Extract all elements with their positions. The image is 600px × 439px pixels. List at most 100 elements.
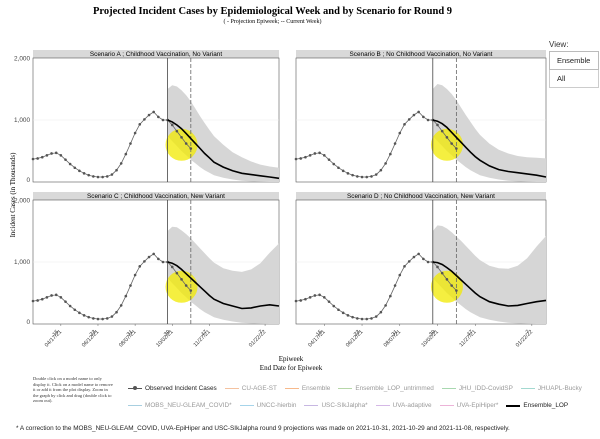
legend-item-r2-1[interactable]: UNCC-hierbin [239,402,297,409]
panel-header [33,50,279,58]
view-option-all[interactable]: All [549,70,599,88]
observed-point [110,315,114,318]
legend-item-r1-1[interactable]: CU-AGE-ST [224,385,277,392]
legend-item-r1-5[interactable]: JHUAPL-Bucky [520,385,582,392]
legend-item-r2-3[interactable]: UVA-adaptive [375,402,432,409]
observed-point [96,175,100,179]
observed-point [417,252,420,256]
legend-item-r2-0[interactable]: MOBS_NEU-GLEAM_COVID* [128,402,232,409]
observed-point [82,172,86,175]
observed-point [318,151,321,155]
highlight-marker [165,128,198,161]
observed-point [152,252,155,256]
observed-point [351,173,354,177]
observed-point [59,154,63,157]
observed-point [417,110,420,114]
panels-group: Scenario A ; Childhood Vaccination, No V… [14,50,547,349]
observed-point [73,166,77,170]
y-tick-label: 2,000 [14,56,30,63]
legend-label: MOBS_NEU-GLEAM_COVID* [145,402,232,409]
observed-point [327,158,331,161]
legend-item-r1-3[interactable]: Ensemble_LOP_untrimmed [338,385,434,392]
footnote: * A correction to the MOBS_NEU-GLEAM_COV… [16,425,510,432]
legend-label: USC-SIkJalpha* [321,402,368,409]
observed-recent-point [455,147,458,150]
y-tick-label: 2,000 [14,198,30,205]
legend-swatch [224,388,239,389]
observed-point [332,162,336,166]
uncertainty-band [432,84,546,182]
ensemble-lop-line [167,119,280,180]
uncertainty-band [432,225,546,324]
y-tick-label: 0 [26,319,30,326]
uncertainty-band [167,226,279,324]
observed-point [299,299,303,302]
x-tick-week: 47 [200,329,209,338]
observed-point [161,260,165,264]
observed-point [374,173,378,176]
observed-point [92,317,95,320]
observed-point [138,123,142,126]
chart-title: Projected Incident Cases by Epidemiologi… [92,6,453,17]
observed-point [356,317,359,320]
observed-point [294,157,298,161]
observed-point [398,131,402,135]
observed-recent-point [180,136,183,139]
observed-point [101,175,104,179]
highlight-marker [430,128,463,161]
chart-subtitle: ( - Projection Epiweek; -- Current Week) [223,19,322,25]
observed-recent-point [440,129,444,133]
x-tick-week: 23 [89,329,98,338]
legend-item-r1-2[interactable]: Ensemble [284,385,331,392]
panel-header [296,192,546,200]
observed-point [332,304,336,308]
observed-point [152,110,155,114]
observed-point [389,152,392,156]
observed-point [115,310,118,314]
highlight-marker [165,270,198,303]
observed-recent-point [175,271,179,275]
legend-label: UNCC-hierbin [256,402,297,409]
legend-item-r2-4[interactable]: UVA-EpiHiper* [439,402,499,409]
legend-item-r2-2[interactable]: USC-SIkJalpha* [304,402,368,409]
legend-item-r2-5[interactable]: Ensemble_LOP [506,402,568,409]
observed-recent-point [189,147,193,150]
panel-title: Scenario C ; Childhood Vaccination, New … [87,193,225,200]
x-tick-week: 39 [163,329,172,338]
legend: Observed Incident Cases CU-AGE-ST Ensemble… [128,380,588,414]
observed-point [147,255,151,259]
observed-point [45,296,49,299]
legend-label: Ensemble [301,385,331,392]
observed-point [407,260,411,263]
observed-point [360,175,364,179]
view-option-ensemble[interactable]: Ensemble [549,51,599,70]
observed-point [337,166,340,170]
observed-recent-point [436,265,439,269]
observed-point [31,157,35,161]
x-tick-week: 31 [126,329,135,338]
panel-header [33,192,279,200]
panel-0: Scenario A ; Childhood Vaccination, No V… [14,50,280,184]
observed-point [82,314,86,317]
x-tick-week: 47 [466,329,475,338]
x-axis-title: Epiweek [279,355,304,363]
observed-point [351,315,354,319]
legend-item-r1-0[interactable]: Observed Incident Cases [128,385,217,392]
observed-point [50,294,53,297]
observed-point [370,175,373,178]
legend-label: UVA-EpiHiper* [456,402,499,409]
observed-point [147,113,151,117]
observed-point [403,123,406,126]
legend-swatch [520,388,535,389]
observed-point [365,175,369,179]
observed-point [341,169,345,173]
highlight-marker [430,270,463,303]
panel-1: Scenario B ; No Childhood Vaccination, N… [294,50,547,183]
y-tick-label: 0 [26,177,30,184]
legend-label: JHU_IDD-CovidSP [458,385,513,392]
x-tick-week: 23 [353,329,362,338]
observed-recent-point [184,284,188,287]
panel-title: Scenario D ; No Childhood Vaccination, N… [347,193,495,200]
legend-item-r1-4[interactable]: JHU_IDD-CovidSP [441,385,513,392]
